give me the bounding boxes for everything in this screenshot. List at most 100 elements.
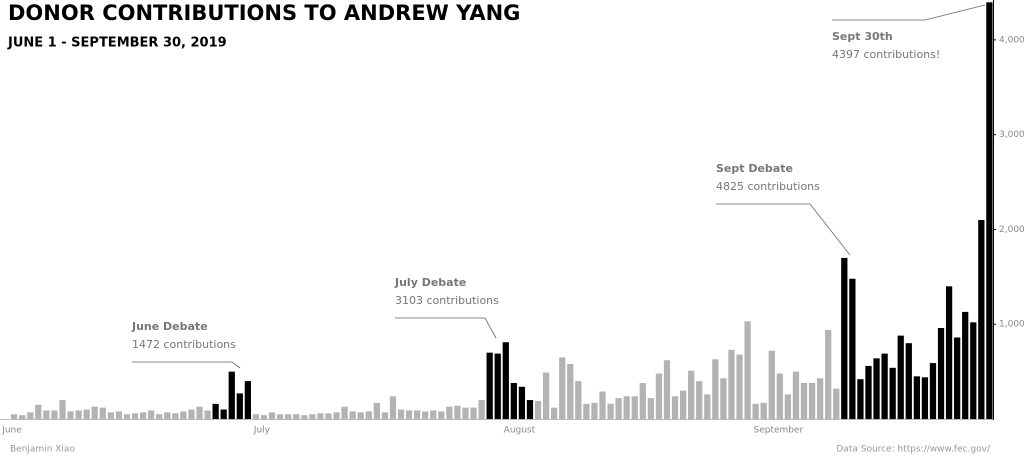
bar <box>422 411 429 419</box>
bar <box>986 2 993 419</box>
bar <box>921 377 929 419</box>
bar <box>736 354 743 419</box>
bar <box>494 353 501 419</box>
bar <box>325 413 332 419</box>
bar <box>639 382 646 419</box>
bar <box>559 357 566 419</box>
bar <box>91 406 98 419</box>
bar <box>156 414 163 419</box>
bar <box>430 410 437 419</box>
bar <box>123 414 131 419</box>
bar <box>655 373 663 419</box>
annotation-title: July Debate <box>394 276 466 289</box>
bar <box>526 400 534 419</box>
bar <box>365 411 372 419</box>
x-tick-label: August <box>504 426 536 436</box>
bar <box>752 403 759 419</box>
bar <box>792 371 800 419</box>
x-tick-label: September <box>754 426 804 436</box>
bar <box>897 335 904 419</box>
source: Data Source: https://www.fec.gov/ <box>836 445 991 455</box>
annotation-title: Sept Debate <box>716 162 793 175</box>
annotation-line <box>716 203 851 256</box>
bar <box>518 386 526 419</box>
bar <box>776 373 783 419</box>
x-tick-label: June <box>1 426 22 436</box>
bar <box>551 407 558 419</box>
author: Benjamin Xiao <box>10 445 75 455</box>
bar <box>107 412 114 419</box>
bar <box>817 378 824 419</box>
bar <box>293 414 300 419</box>
bar <box>502 342 509 419</box>
bar <box>204 410 211 419</box>
y-tick-label: 2,000 <box>999 225 1024 235</box>
bar <box>196 406 203 419</box>
bar <box>712 359 719 419</box>
bar <box>849 278 856 419</box>
bar <box>172 413 179 419</box>
bar <box>462 407 469 419</box>
bar <box>19 415 26 419</box>
bar <box>333 412 340 419</box>
bar <box>599 391 606 419</box>
bar <box>405 410 413 419</box>
bar <box>704 394 711 419</box>
bar <box>309 414 316 419</box>
bar <box>131 413 139 419</box>
bar <box>99 407 106 419</box>
bar <box>268 412 276 419</box>
bar <box>454 405 461 419</box>
bar <box>978 219 985 419</box>
bar <box>808 382 816 419</box>
bar <box>357 412 364 419</box>
bar <box>534 400 542 419</box>
bar <box>583 403 590 419</box>
bar <box>397 409 405 419</box>
y-tick-label: 3,000 <box>999 130 1024 140</box>
annotation-text: 1472 contributions <box>132 338 236 351</box>
bar <box>276 414 284 419</box>
bar <box>744 321 751 419</box>
annotation-text: 3103 contributions <box>395 294 499 307</box>
chart-subtitle: JUNE 1 - SEPTEMBER 30, 2019 <box>7 36 227 51</box>
bar <box>615 398 622 419</box>
annotation-line <box>832 4 986 21</box>
bar <box>575 381 582 419</box>
bar <box>285 414 292 419</box>
annotation-title: June Debate <box>131 320 208 333</box>
y-tick-label: 4,000 <box>999 35 1024 45</box>
bar <box>889 367 896 419</box>
bar <box>857 379 864 419</box>
bar <box>414 410 421 419</box>
bar <box>945 286 953 419</box>
x-tick-label: July <box>253 426 271 436</box>
bar <box>139 412 147 419</box>
bar <box>301 415 308 419</box>
bar <box>43 410 50 419</box>
bar <box>881 353 888 419</box>
bar <box>970 322 977 419</box>
bar <box>236 393 243 419</box>
bar <box>260 415 268 419</box>
bar <box>438 411 445 419</box>
bar <box>478 400 485 419</box>
chart-title: DONOR CONTRIBUTIONS TO ANDREW YANG <box>8 1 520 25</box>
bar <box>164 412 171 419</box>
y-tick-label: 1,000 <box>999 320 1024 330</box>
bar <box>768 350 775 419</box>
bar <box>728 349 735 419</box>
bar <box>317 413 324 419</box>
bar <box>954 337 961 419</box>
bar <box>83 409 90 419</box>
bar <box>865 365 872 419</box>
annotation-line <box>395 317 497 339</box>
bar <box>244 381 251 419</box>
bar <box>623 396 630 419</box>
bar <box>567 364 574 419</box>
bar <box>373 402 380 419</box>
bar <box>510 382 517 419</box>
bar <box>833 388 840 419</box>
bar <box>252 414 260 419</box>
